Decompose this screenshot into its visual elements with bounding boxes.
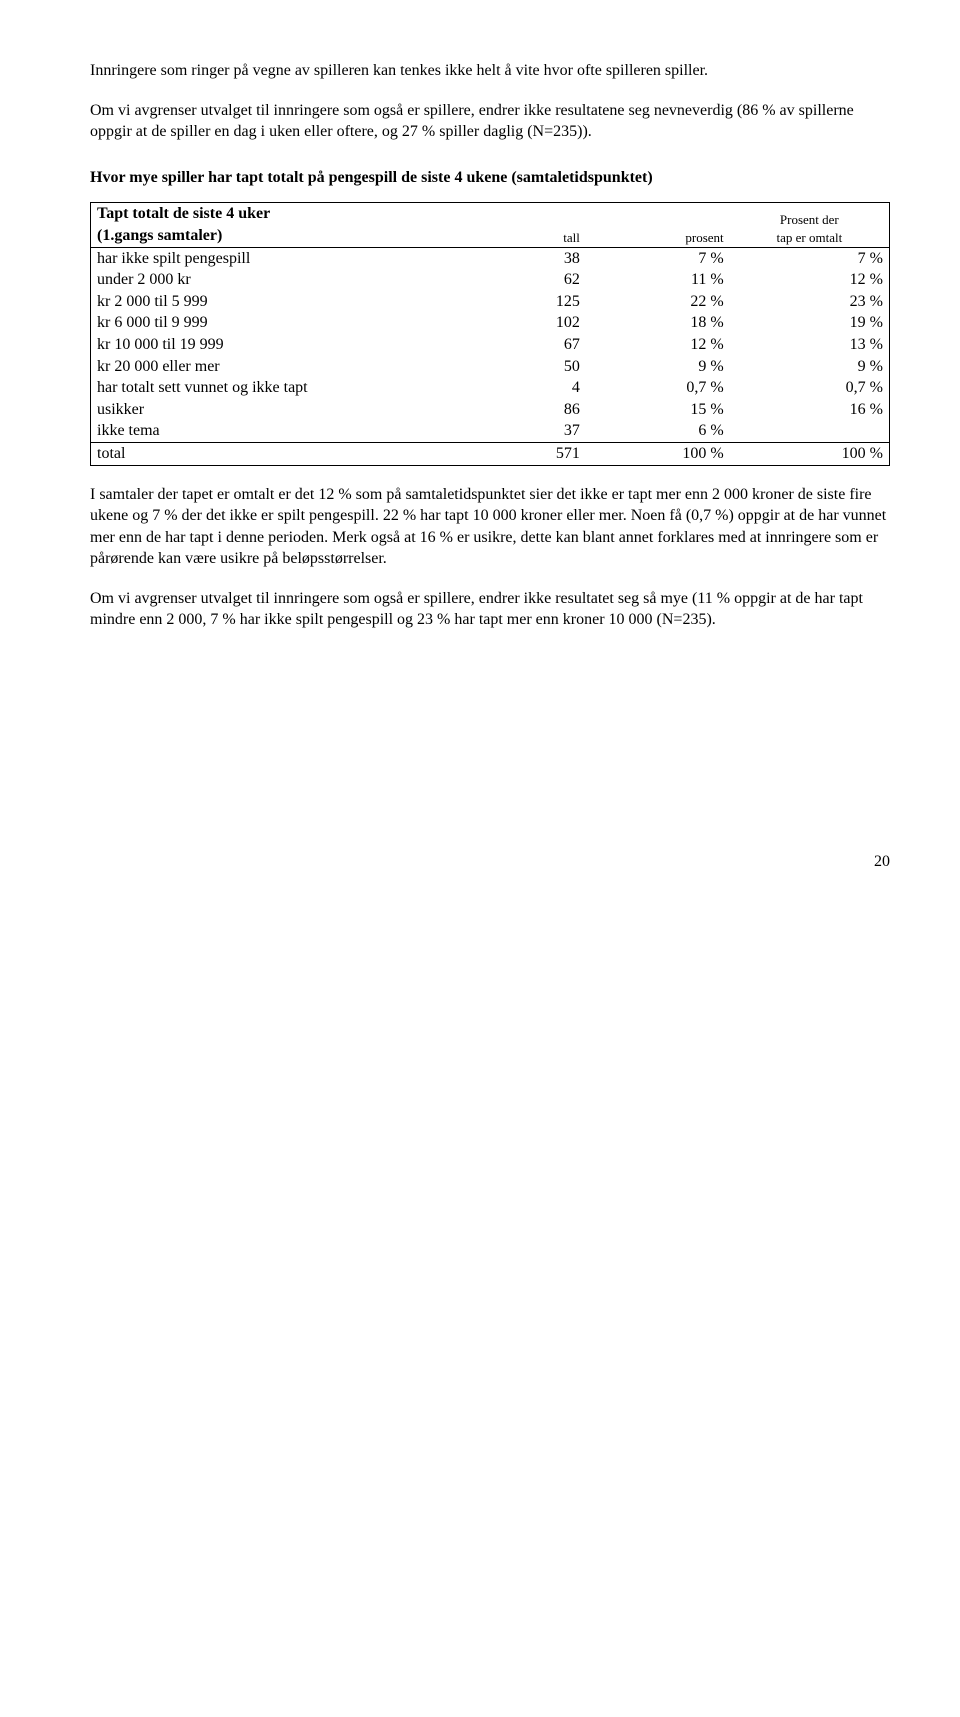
row-q: 7 %	[730, 247, 890, 269]
table-row: har ikke spilt pengespill 38 7 % 7 %	[91, 247, 890, 269]
table-row: har totalt sett vunnet og ikke tapt 4 0,…	[91, 377, 890, 399]
row-label: kr 6 000 til 9 999	[91, 312, 459, 334]
table-row: ikke tema 37 6 %	[91, 420, 890, 442]
row-q: 0,7 %	[730, 377, 890, 399]
row-label: kr 20 000 eller mer	[91, 356, 459, 378]
row-label: kr 10 000 til 19 999	[91, 334, 459, 356]
header-label-line2: (1.gangs samtaler)	[97, 227, 222, 244]
table-row: kr 2 000 til 5 999 125 22 % 23 %	[91, 291, 890, 313]
page-number: 20	[90, 851, 890, 873]
row-n: 4	[458, 377, 586, 399]
table-row: under 2 000 kr 62 11 % 12 %	[91, 269, 890, 291]
header-right-line2: tap er omtalt	[776, 230, 842, 245]
row-label: har totalt sett vunnet og ikke tapt	[91, 377, 459, 399]
row-n: 62	[458, 269, 586, 291]
total-n: 571	[458, 442, 586, 465]
row-n: 125	[458, 291, 586, 313]
header-right-line1: Prosent der	[780, 212, 839, 227]
table-row: kr 20 000 eller mer 50 9 % 9 %	[91, 356, 890, 378]
row-p: 18 %	[586, 312, 730, 334]
total-label: total	[91, 442, 459, 465]
row-label: usikker	[91, 399, 459, 421]
row-p: 22 %	[586, 291, 730, 313]
row-p: 7 %	[586, 247, 730, 269]
row-p: 9 %	[586, 356, 730, 378]
header-label: Tapt totalt de siste 4 uker (1.gangs sam…	[91, 203, 459, 247]
table-total-row: total 571 100 % 100 %	[91, 442, 890, 465]
row-q: 13 %	[730, 334, 890, 356]
row-p: 11 %	[586, 269, 730, 291]
row-p: 6 %	[586, 420, 730, 442]
total-p: 100 %	[586, 442, 730, 465]
total-q: 100 %	[730, 442, 890, 465]
intro-paragraph-1: Innringere som ringer på vegne av spille…	[90, 60, 890, 82]
row-q: 23 %	[730, 291, 890, 313]
row-n: 102	[458, 312, 586, 334]
section-heading: Hvor mye spiller har tapt totalt på peng…	[90, 167, 890, 189]
header-tall: tall	[458, 203, 586, 247]
table-header-row: Tapt totalt de siste 4 uker (1.gangs sam…	[91, 203, 890, 247]
row-n: 86	[458, 399, 586, 421]
table-row: kr 6 000 til 9 999 102 18 % 19 %	[91, 312, 890, 334]
row-q	[730, 420, 890, 442]
row-q: 9 %	[730, 356, 890, 378]
intro-paragraph-2: Om vi avgrenser utvalget til innringere …	[90, 100, 890, 143]
row-q: 19 %	[730, 312, 890, 334]
row-q: 16 %	[730, 399, 890, 421]
row-p: 12 %	[586, 334, 730, 356]
row-p: 0,7 %	[586, 377, 730, 399]
table-row: usikker 86 15 % 16 %	[91, 399, 890, 421]
body-paragraph-1: I samtaler der tapet er omtalt er det 12…	[90, 484, 890, 570]
row-n: 38	[458, 247, 586, 269]
header-right: Prosent der tap er omtalt	[730, 203, 890, 247]
row-n: 50	[458, 356, 586, 378]
row-label: ikke tema	[91, 420, 459, 442]
row-n: 67	[458, 334, 586, 356]
row-n: 37	[458, 420, 586, 442]
row-label: kr 2 000 til 5 999	[91, 291, 459, 313]
header-label-line1: Tapt totalt de siste 4 uker	[97, 205, 270, 222]
table-row: kr 10 000 til 19 999 67 12 % 13 %	[91, 334, 890, 356]
loss-table: Tapt totalt de siste 4 uker (1.gangs sam…	[90, 202, 890, 465]
row-label: har ikke spilt pengespill	[91, 247, 459, 269]
header-prosent: prosent	[586, 203, 730, 247]
row-p: 15 %	[586, 399, 730, 421]
body-paragraph-2: Om vi avgrenser utvalget til innringere …	[90, 588, 890, 631]
row-label: under 2 000 kr	[91, 269, 459, 291]
row-q: 12 %	[730, 269, 890, 291]
